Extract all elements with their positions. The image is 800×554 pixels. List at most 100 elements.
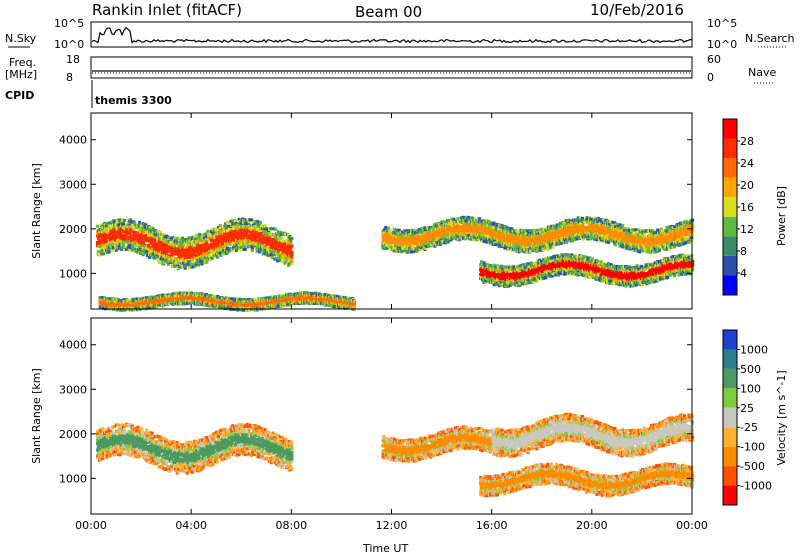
heatmap-cell [160,243,164,247]
heatmap-cell [158,255,162,259]
freq-panel [90,56,693,79]
heatmap-cell [137,238,141,241]
heatmap-cell [154,229,158,232]
heatmap-cell [190,252,194,256]
heatmap-cell [181,242,185,246]
heatmap-cell [231,248,235,252]
nsearch-tick-bottom: 10^0 [707,38,737,51]
heatmap-cell [282,248,286,252]
heatmap-cell [268,241,272,245]
heatmap-cell [290,250,294,254]
heatmap-cell [227,249,231,253]
heatmap-cell [117,244,121,248]
heatmap-cell [157,237,161,241]
heatmap-cell [179,265,183,269]
heatmap-cell [242,221,246,224]
heatmap-cell [279,251,283,255]
heatmap-cell [191,262,194,266]
heatmap-cell [114,248,118,252]
heatmap-cell [159,235,163,239]
heatmap-cell [117,225,121,229]
heatmap-cell [99,243,103,247]
heatmap-cell [280,260,284,264]
heatmap-cell [254,225,258,229]
heatmap-cell [182,239,185,243]
heatmap-cell [156,254,160,258]
heatmap-cell [139,248,143,252]
heatmap-cell [177,261,181,265]
heatmap-cell [268,250,271,254]
heatmap-cell [271,238,275,241]
heatmap-cell [182,244,185,248]
heatmap-cell [155,255,159,259]
heatmap-cell [125,223,129,227]
heatmap-cell [390,240,394,244]
heatmap-cell [127,235,131,239]
heatmap-cell [260,231,263,235]
heatmap-cell [248,244,252,248]
heatmap-cell [254,235,258,239]
heatmap-cell [129,225,133,229]
heatmap-cell [97,253,101,257]
heatmap-cell [146,250,150,254]
heatmap-cell [125,248,129,252]
heatmap-cell [384,225,388,229]
heatmap-cell [275,247,279,251]
heatmap-cell [219,251,223,254]
heatmap-cell [165,247,168,251]
heatmap-cell [233,244,237,248]
heatmap-cell [175,246,179,250]
nave-tick-top: 60 [707,53,721,66]
heatmap-cell [463,237,467,241]
station-title: Rankin Inlet (fitACF) [92,1,242,19]
heatmap-cell [240,227,244,231]
heatmap-cell [228,247,232,250]
heatmap-cell [133,241,137,245]
heatmap-cell [226,235,230,239]
heatmap-cell [179,263,183,267]
heatmap-cell [206,257,210,261]
heatmap-cell [224,244,228,248]
heatmap-cell [146,227,150,231]
heatmap-cell [126,218,130,222]
heatmap-cell [99,233,103,236]
heatmap-cell [208,236,212,240]
heatmap-cell [220,234,224,238]
heatmap-cell [226,240,230,244]
heatmap-cell [173,260,177,264]
heatmap-cell [175,236,179,240]
heatmap-cell [105,224,108,227]
heatmap-cell [164,259,168,263]
heatmap-cell [143,225,147,229]
heatmap-cell [391,235,395,239]
heatmap-cell [179,238,183,242]
heatmap-cell [232,234,236,238]
heatmap-cell [113,220,117,224]
heatmap-cell [383,230,387,234]
heatmap-cell [141,244,145,248]
heatmap-cell [222,227,226,231]
heatmap-cell [131,248,134,252]
heatmap-cell [200,235,204,239]
heatmap-cell [262,227,266,231]
nsearch-label: N.Search [745,32,795,45]
heatmap-cell [241,217,245,221]
heatmap-cell [234,233,238,236]
heatmap-cell [241,245,245,249]
heatmap-cell [276,237,280,241]
heatmap-cell [132,227,136,231]
heatmap-cell [169,240,173,244]
heatmap-cell [143,236,147,240]
heatmap-cell [385,240,389,244]
heatmap-cell [124,245,128,249]
heatmap-cell [153,256,157,260]
heatmap-cell [241,234,245,238]
heatmap-cell [107,250,111,254]
heatmap-cell [194,240,198,244]
heatmap-cell [136,250,140,254]
heatmap-cell [226,237,230,241]
heatmap-cell [200,262,204,266]
heatmap-cell [392,247,396,251]
heatmap-cell [216,242,220,246]
